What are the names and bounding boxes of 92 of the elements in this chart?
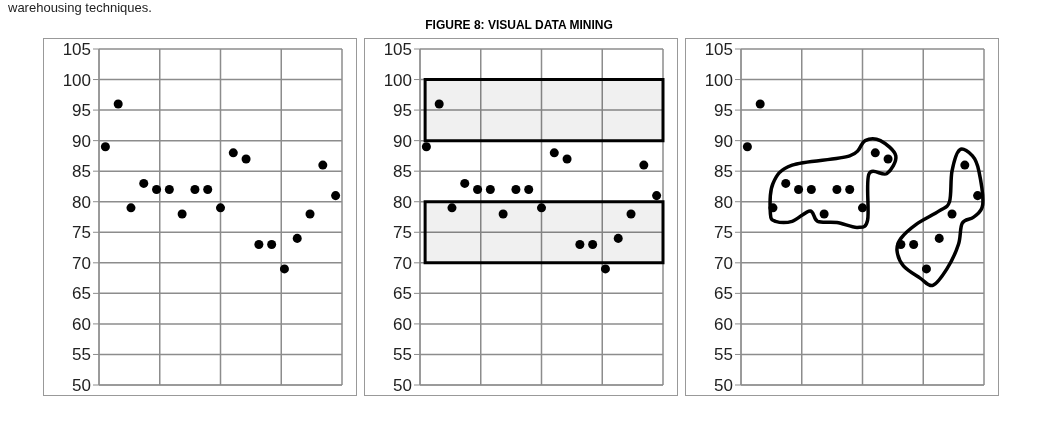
point — [447, 203, 457, 213]
y-tick-label: 50 — [393, 376, 412, 396]
point — [126, 203, 136, 213]
point — [228, 148, 238, 158]
point — [305, 209, 315, 219]
y-tick-label: 85 — [72, 162, 91, 182]
point — [267, 239, 277, 249]
y-tick-label: 85 — [393, 162, 412, 182]
point — [279, 264, 289, 274]
y-tick-label: 105 — [704, 40, 733, 60]
y-tick-label: 90 — [72, 131, 91, 151]
point — [190, 185, 200, 195]
point — [152, 185, 162, 195]
point — [794, 185, 804, 195]
y-tick-label: 75 — [393, 223, 412, 243]
point — [318, 160, 328, 170]
y-tick-label: 65 — [72, 284, 91, 304]
point — [460, 178, 470, 188]
y-tick-label: 70 — [714, 253, 733, 273]
y-tick-label: 85 — [714, 162, 733, 182]
y-tick-label: 65 — [393, 284, 412, 304]
point — [819, 209, 829, 219]
y-tick-label: 95 — [393, 101, 412, 121]
y-tick-label: 65 — [714, 284, 733, 304]
point — [100, 142, 110, 152]
point — [973, 191, 983, 201]
point — [909, 239, 919, 249]
point — [292, 233, 302, 243]
point — [575, 239, 585, 249]
point — [781, 178, 791, 188]
y-tick-label: 60 — [72, 314, 91, 334]
y-tick-label: 50 — [72, 376, 91, 396]
point — [177, 209, 187, 219]
point — [421, 142, 431, 152]
point — [613, 233, 623, 243]
y-tick-label: 100 — [62, 70, 91, 90]
y-tick-label: 90 — [393, 131, 412, 151]
point — [536, 203, 547, 213]
point — [498, 209, 508, 219]
point — [626, 209, 636, 219]
point — [947, 209, 957, 219]
point — [588, 239, 598, 249]
y-tick-label: 60 — [393, 314, 412, 334]
point — [883, 154, 893, 164]
point — [845, 185, 855, 195]
text: warehousing techniques. — [8, 0, 152, 15]
point — [639, 160, 649, 170]
point — [934, 233, 944, 243]
y-tick-label: 80 — [714, 192, 733, 212]
point — [113, 99, 123, 109]
point — [652, 191, 662, 201]
y-tick-label: 80 — [393, 192, 412, 212]
y-tick-label: 60 — [714, 314, 733, 334]
y-tick-label: 80 — [72, 192, 91, 212]
y-tick-label: 55 — [393, 345, 412, 365]
y-tick-label: 70 — [393, 253, 412, 273]
point — [485, 185, 495, 195]
point — [562, 154, 572, 164]
point — [921, 264, 931, 274]
y-tick-label: 55 — [72, 345, 91, 365]
y-tick-label: 75 — [714, 223, 733, 243]
point — [755, 99, 765, 109]
point — [331, 191, 341, 201]
point — [254, 239, 264, 249]
point — [870, 148, 880, 158]
point — [600, 264, 610, 274]
point — [215, 203, 226, 213]
point — [742, 142, 752, 152]
y-tick-label: 100 — [704, 70, 733, 90]
y-tick-label: 50 — [714, 376, 733, 396]
point — [960, 160, 970, 170]
y-tick-label: 55 — [714, 345, 733, 365]
point — [549, 148, 559, 158]
point — [139, 178, 149, 188]
point — [203, 185, 213, 195]
point — [164, 185, 174, 195]
y-tick-label: 95 — [72, 101, 91, 121]
chart-title: FIGURE 8: VISUAL DATA MINING — [425, 18, 613, 32]
y-tick-label: 105 — [62, 40, 91, 60]
y-tick-label: 90 — [714, 131, 733, 151]
point — [524, 185, 534, 195]
point — [434, 99, 444, 109]
point — [832, 185, 842, 195]
y-tick-label: 105 — [383, 40, 412, 60]
y-tick-label: 100 — [383, 70, 412, 90]
y-tick-label: 95 — [714, 101, 733, 121]
point — [511, 185, 521, 195]
y-tick-label: 70 — [72, 253, 91, 273]
point — [241, 154, 251, 164]
point — [806, 185, 816, 195]
point — [473, 185, 483, 195]
y-tick-label: 75 — [72, 223, 91, 243]
